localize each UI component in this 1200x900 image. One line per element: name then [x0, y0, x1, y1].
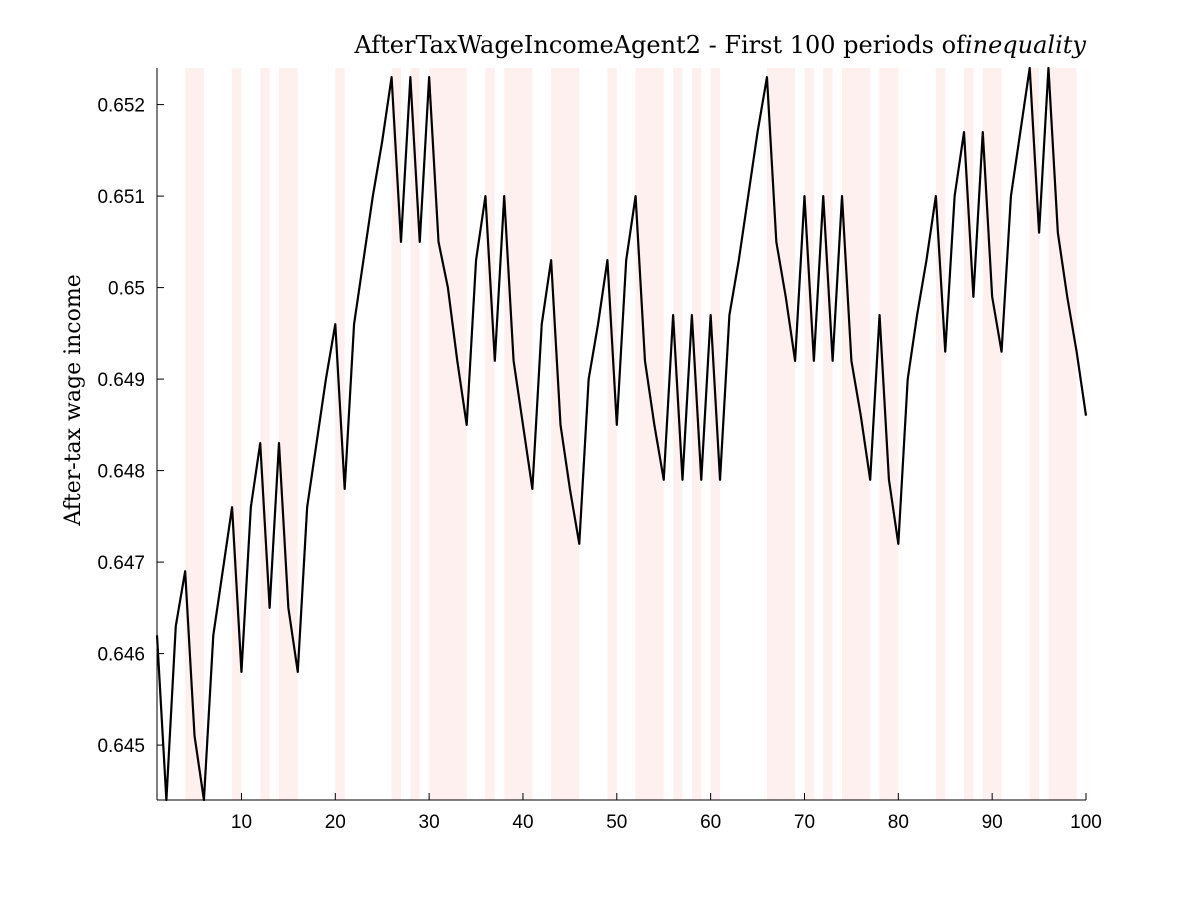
- shaded-band: [1048, 68, 1077, 800]
- x-tick-label: 90: [982, 812, 1003, 833]
- shaded-band: [485, 68, 495, 800]
- shaded-band: [635, 68, 664, 800]
- series-line: [155, 66, 1088, 802]
- shaded-band: [710, 68, 721, 800]
- y-tick-label: 0.651: [97, 187, 145, 208]
- shaded-band: [551, 68, 580, 800]
- x-tick-label: 10: [231, 812, 252, 833]
- series-group: [155, 66, 1088, 802]
- y-tick-label: 0.648: [97, 462, 145, 483]
- shaded-band: [607, 68, 617, 800]
- y-tick-label: 0.647: [97, 553, 145, 574]
- shaded-band: [935, 68, 946, 800]
- shaded-band: [804, 68, 814, 800]
- shaded-band: [691, 68, 702, 800]
- x-tick-label: 70: [794, 812, 815, 833]
- x-tick-label: 100: [1070, 812, 1102, 833]
- shaded-band: [391, 68, 401, 800]
- y-tick-label: 0.65: [108, 279, 145, 300]
- shaded-band: [185, 68, 204, 800]
- axes: [156, 68, 1087, 801]
- y-tick-label: 0.649: [97, 370, 145, 391]
- y-tick-label: 0.645: [97, 736, 145, 757]
- y-tick-label: 0.652: [97, 96, 145, 117]
- shaded-band: [673, 68, 683, 800]
- x-tick-label: 60: [700, 812, 721, 833]
- chart-title-main: AfterTaxWageIncomeAgent2 - First 100 per…: [353, 31, 967, 59]
- shaded-band: [842, 68, 871, 800]
- x-tick-label: 50: [606, 812, 627, 833]
- shaded-band: [964, 68, 974, 800]
- y-axis-label: After-tax wage income: [61, 274, 86, 527]
- shaded-band: [823, 68, 833, 800]
- shaded-band: [335, 68, 345, 800]
- shaded-band: [982, 68, 1002, 800]
- shaded-band: [766, 68, 796, 800]
- x-tick-label: 40: [512, 812, 533, 833]
- chart-title-emphasis: inequality: [965, 31, 1086, 59]
- x-tick-labels: 10 20 30 40 50 60 70 80 90 100: [231, 812, 1102, 833]
- shaded-band: [232, 68, 242, 800]
- shaded-band: [504, 68, 533, 800]
- shaded-band: [879, 68, 899, 800]
- x-tick-label: 80: [888, 812, 909, 833]
- x-tick-label: 20: [325, 812, 346, 833]
- y-tick-labels: 0.645 0.646 0.647 0.648 0.649 0.65 0.651 0.652: [97, 96, 145, 757]
- chart-title: AfterTaxWageIncomeAgent2 - First 100 per…: [353, 31, 1086, 59]
- y-tick-label: 0.646: [97, 645, 145, 666]
- shaded-band: [278, 68, 298, 800]
- shaded-band: [410, 68, 420, 800]
- shaded-band: [1029, 68, 1040, 800]
- x-tick-label: 30: [419, 812, 440, 833]
- shaded-band: [260, 68, 270, 800]
